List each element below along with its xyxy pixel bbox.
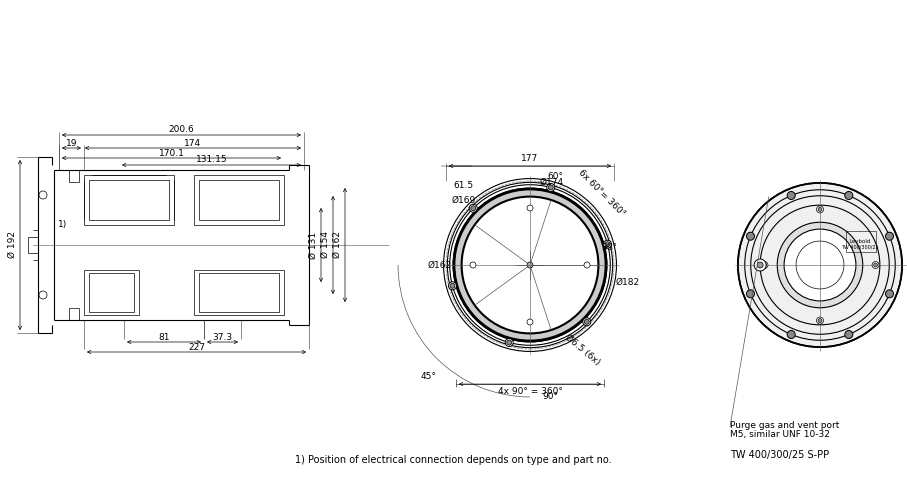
Text: Ø 162: Ø 162 <box>333 231 342 259</box>
Bar <box>845 231 875 252</box>
Circle shape <box>605 242 610 247</box>
Circle shape <box>787 331 795 338</box>
Circle shape <box>527 319 533 325</box>
Circle shape <box>603 240 611 248</box>
Circle shape <box>885 290 893 298</box>
Circle shape <box>784 229 856 301</box>
Circle shape <box>462 197 599 334</box>
Circle shape <box>818 207 822 211</box>
Circle shape <box>584 319 590 324</box>
Bar <box>28 237 38 253</box>
Circle shape <box>548 185 553 190</box>
Text: 37.3: 37.3 <box>212 333 232 341</box>
Text: 19: 19 <box>65 139 77 147</box>
Text: Ø 192: Ø 192 <box>7 231 16 259</box>
Text: 4x 90° = 360°: 4x 90° = 360° <box>498 386 562 396</box>
Text: 61.5: 61.5 <box>453 181 473 191</box>
Bar <box>194 270 284 315</box>
Circle shape <box>505 338 513 347</box>
Text: 90°: 90° <box>542 393 558 401</box>
Bar <box>199 180 279 220</box>
Circle shape <box>746 232 755 240</box>
Bar <box>84 175 174 225</box>
Text: Ø6.5 (6x): Ø6.5 (6x) <box>563 333 601 367</box>
Circle shape <box>763 263 766 267</box>
Circle shape <box>761 262 768 268</box>
Circle shape <box>454 189 606 341</box>
Circle shape <box>787 192 795 200</box>
Text: Ø169: Ø169 <box>452 196 475 205</box>
Text: Leybold: Leybold <box>850 240 871 244</box>
Text: Ø 154: Ø 154 <box>320 231 329 259</box>
Bar <box>89 180 169 220</box>
Circle shape <box>448 282 456 290</box>
Circle shape <box>873 263 878 267</box>
Circle shape <box>777 222 863 308</box>
Circle shape <box>885 232 893 240</box>
Text: 227: 227 <box>188 343 205 351</box>
Text: 174: 174 <box>184 139 201 147</box>
Text: 81: 81 <box>158 333 170 341</box>
Bar <box>84 270 139 315</box>
Text: TW 400/300/25: TW 400/300/25 <box>842 244 879 250</box>
Bar <box>194 175 284 225</box>
Circle shape <box>527 205 533 211</box>
Circle shape <box>844 192 853 200</box>
Circle shape <box>757 262 763 268</box>
Circle shape <box>738 183 902 347</box>
Text: 131.15: 131.15 <box>196 156 228 165</box>
Circle shape <box>816 206 824 213</box>
Circle shape <box>507 340 512 345</box>
Circle shape <box>471 206 476 211</box>
Circle shape <box>584 262 590 268</box>
Circle shape <box>450 283 455 288</box>
Text: Ø 131: Ø 131 <box>308 231 317 259</box>
Circle shape <box>583 318 590 326</box>
Circle shape <box>746 290 755 298</box>
Circle shape <box>469 204 477 212</box>
Circle shape <box>872 262 879 268</box>
Text: Purge gas and vent port: Purge gas and vent port <box>730 420 839 430</box>
Text: 60°: 60° <box>547 171 563 180</box>
Circle shape <box>754 259 766 271</box>
Bar <box>199 273 279 312</box>
Circle shape <box>527 262 533 268</box>
Text: 30°: 30° <box>601 242 617 252</box>
Bar <box>89 273 134 312</box>
Text: 177: 177 <box>522 155 539 163</box>
Text: Ø162: Ø162 <box>428 261 452 269</box>
Text: Ø174: Ø174 <box>540 178 564 187</box>
Circle shape <box>818 319 822 323</box>
Circle shape <box>547 183 555 192</box>
Text: 6x 60°= 360°: 6x 60°= 360° <box>577 168 627 218</box>
Text: 200.6: 200.6 <box>169 125 194 134</box>
Text: 45°: 45° <box>420 372 436 382</box>
Text: TW 400/300/25 S-PP: TW 400/300/25 S-PP <box>730 450 829 460</box>
Text: M5, similar UNF 10-32: M5, similar UNF 10-32 <box>730 431 830 440</box>
Text: Ø182: Ø182 <box>616 277 639 287</box>
Text: 1): 1) <box>58 220 67 229</box>
Circle shape <box>844 331 853 338</box>
Text: 170.1: 170.1 <box>159 148 184 157</box>
Circle shape <box>816 317 824 324</box>
Circle shape <box>470 262 476 268</box>
Text: 1) Position of electrical connection depends on type and part no.: 1) Position of electrical connection dep… <box>295 455 611 465</box>
